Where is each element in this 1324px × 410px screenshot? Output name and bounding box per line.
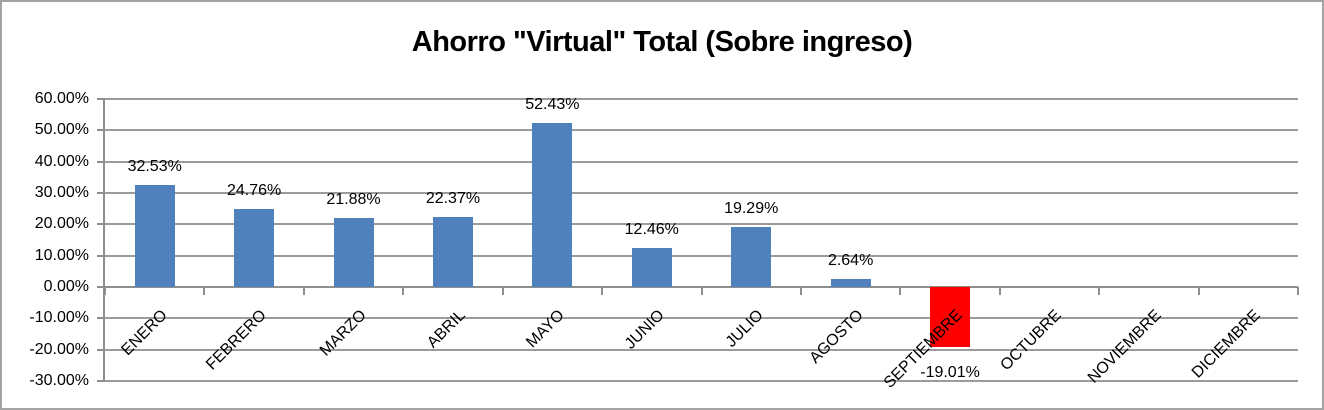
category-axis-tick — [1197, 287, 1200, 295]
y-axis-tick — [97, 348, 105, 351]
category-axis-tick — [203, 287, 206, 295]
y-axis-tick — [97, 98, 105, 100]
y-axis-label: 30.00% — [34, 184, 89, 201]
y-axis-tick — [97, 317, 105, 320]
bar-septiembre[interactable] — [930, 287, 971, 347]
y-axis-label: -10.00% — [29, 309, 89, 327]
category-axis-tick — [104, 287, 106, 295]
category-axis-tick — [1098, 287, 1101, 295]
category-label-julio: JULIO — [722, 306, 767, 351]
y-axis-tick — [97, 129, 105, 132]
data-label-julio: 19.29% — [724, 199, 779, 217]
y-axis-tick — [97, 286, 105, 288]
category-label-octubre: OCTUBRE — [997, 306, 1066, 375]
chart-title: Ahorro "Virtual" Total (Sobre ingreso) — [411, 26, 913, 58]
category-axis-tick — [998, 287, 1001, 295]
y-axis-tick — [97, 254, 105, 257]
data-label-abril: 22.37% — [425, 189, 481, 207]
gridline — [105, 254, 1298, 257]
category-axis-tick — [899, 287, 902, 295]
y-axis-label: 50.00% — [34, 121, 89, 139]
bar-junio[interactable] — [631, 247, 672, 287]
gridline — [105, 160, 1298, 163]
gridline — [105, 223, 1298, 226]
data-label-junio: 12.46% — [624, 220, 679, 238]
category-label-junio: JUNIO — [621, 306, 668, 353]
y-axis-label: 20.00% — [34, 215, 89, 233]
y-axis-label: -30.00% — [29, 372, 89, 389]
y-axis-label: 40.00% — [34, 152, 89, 170]
y-axis-label: -20.00% — [29, 340, 89, 358]
data-label-marzo: 21.88% — [326, 191, 381, 209]
bar-mayo[interactable] — [532, 122, 573, 287]
gridline — [105, 98, 1298, 100]
gridline — [105, 317, 1298, 320]
y-axis-tick — [97, 223, 105, 226]
bar-enero[interactable] — [134, 185, 175, 287]
y-axis-label: 10.00% — [34, 246, 89, 264]
category-label-marzo: MARZO — [316, 306, 370, 360]
bar-marzo[interactable] — [333, 218, 374, 287]
category-label-enero: ENERO — [118, 306, 171, 359]
category-axis-tick — [799, 287, 802, 295]
category-label-abril: ABRIL — [423, 306, 469, 352]
y-axis-tick — [97, 192, 105, 194]
data-label-mayo: 52.43% — [525, 95, 580, 113]
category-label-agosto: AGOSTO — [806, 306, 867, 367]
category-label-mayo: MAYO — [523, 306, 569, 352]
category-axis-tick — [700, 287, 703, 295]
y-axis-tick — [97, 160, 105, 163]
bar-febrero[interactable] — [234, 209, 275, 287]
data-label-febrero: 24.76% — [226, 182, 282, 200]
category-axis-tick — [1297, 287, 1299, 295]
y-axis-label: 0.00% — [43, 278, 89, 295]
gridline — [105, 348, 1298, 351]
y-axis-label: 60.00% — [34, 90, 89, 107]
value-axis-line — [103, 99, 105, 381]
data-label-agosto: 2.64% — [827, 251, 874, 269]
gridline — [105, 129, 1298, 132]
gridline — [105, 192, 1298, 194]
category-axis-tick — [501, 287, 504, 295]
data-label-enero: 32.53% — [127, 158, 182, 176]
data-label-septiembre: -19.01% — [920, 363, 980, 381]
bar-julio[interactable] — [731, 226, 772, 287]
bar-abril[interactable] — [432, 216, 473, 287]
category-label-febrero: FEBRERO — [203, 306, 270, 374]
y-axis-tick — [97, 380, 105, 382]
category-axis-tick — [601, 287, 604, 295]
bar-agosto[interactable] — [830, 278, 871, 287]
category-axis-tick — [402, 287, 405, 295]
category-axis-tick — [302, 287, 305, 295]
gridline — [105, 380, 1298, 382]
